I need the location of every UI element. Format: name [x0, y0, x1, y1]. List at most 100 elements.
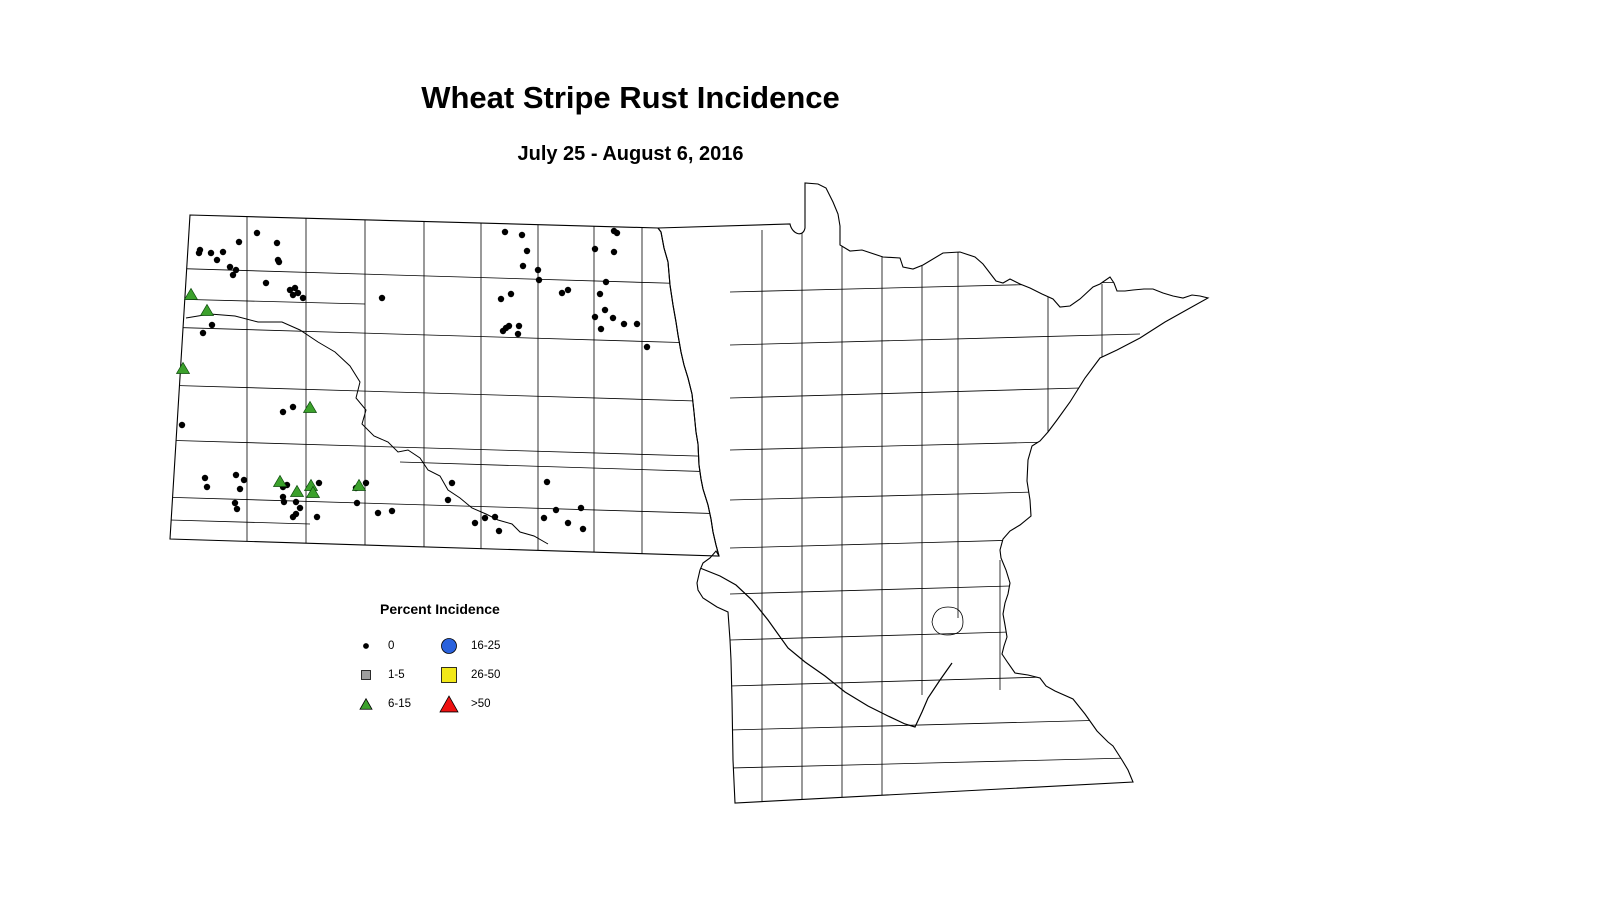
incidence-dot [235, 238, 243, 246]
incidence-dot [552, 506, 560, 514]
incidence-dot [495, 527, 503, 535]
incidence-dot [374, 509, 382, 517]
state-minnesota [656, 182, 1210, 804]
incidence-dot [201, 474, 209, 482]
square-legend-icon [441, 666, 457, 683]
incidence-dot [620, 320, 628, 328]
incidence-dot [518, 231, 526, 239]
incidence-dot [610, 248, 618, 256]
incidence-dot [280, 498, 288, 506]
legend-title: Percent Incidence [380, 601, 500, 617]
incidence-dot [291, 284, 299, 292]
incidence-dot [253, 229, 261, 237]
incidence-dot [579, 525, 587, 533]
incidence-dot [378, 294, 386, 302]
incidence-dot [507, 290, 515, 298]
incidence-dot [564, 519, 572, 527]
page-subtitle: July 25 - August 6, 2016 [517, 143, 744, 165]
incidence-triangle [183, 287, 199, 300]
incidence-dot [232, 471, 240, 479]
incidence-dot [523, 247, 531, 255]
incidence-dot [286, 286, 294, 294]
incidence-dot [289, 513, 297, 521]
incidence-dot [596, 290, 604, 298]
incidence-dot [232, 266, 240, 274]
incidence-dot [236, 485, 244, 493]
dot-legend-icon [363, 642, 369, 649]
incidence-dot [294, 289, 302, 297]
incidence-triangle [199, 303, 215, 316]
incidence-dot [226, 263, 234, 271]
incidence-dot [219, 248, 227, 256]
missouri-river [185, 313, 549, 545]
incidence-dot [633, 320, 641, 328]
incidence-dot [601, 306, 609, 314]
incidence-dot [279, 408, 287, 416]
legend: Percent Incidence 0 1-5 6-15 16-25 26-50 >50 [352, 599, 602, 718]
legend-item-label: 0 [388, 639, 395, 652]
incidence-dot [540, 514, 548, 522]
incidence-dot [273, 239, 281, 247]
incidence-dot [292, 498, 300, 506]
incidence-dot [240, 476, 248, 484]
triangle-legend-icon [439, 694, 459, 712]
incidence-dot [289, 403, 297, 411]
incidence-triangle [272, 474, 288, 487]
incidence-dot [471, 519, 479, 527]
legend-item-label: >50 [471, 697, 491, 710]
incidence-dot [519, 262, 527, 270]
incidence-dot [231, 499, 239, 507]
incidence-dot [208, 321, 216, 329]
incidence-dot [444, 496, 452, 504]
legend-item-label: 16-25 [471, 639, 501, 652]
incidence-dot [203, 483, 211, 491]
incidence-dot [481, 514, 489, 522]
legend-item-label: 26-50 [471, 668, 501, 681]
circle-legend-icon [441, 637, 457, 654]
incidence-triangle [305, 485, 321, 498]
incidence-dot [535, 276, 543, 284]
incidence-triangle [303, 478, 319, 491]
triangle-legend-icon [359, 697, 373, 710]
legend-item-label: 6-15 [388, 697, 412, 710]
legend-item-0: 0 [352, 631, 411, 660]
incidence-dot [491, 513, 499, 521]
incidence-dot [534, 266, 542, 274]
incidence-dot [499, 327, 507, 335]
state-north-dakota [169, 214, 720, 557]
incidence-dot [388, 507, 396, 515]
incidence-dot [501, 228, 509, 236]
incidence-dot [296, 504, 304, 512]
incidence-dot [299, 294, 307, 302]
incidence-dot [514, 330, 522, 338]
legend-item-1-5: 1-5 [352, 660, 411, 689]
incidence-triangle [289, 484, 305, 497]
incidence-dot [564, 286, 572, 294]
incidence-dot [643, 343, 651, 351]
incidence-dot [199, 329, 207, 337]
incidence-dot [362, 479, 370, 487]
incidence-dot [289, 291, 297, 299]
legend-item-label: 1-5 [388, 668, 405, 681]
page-title: Wheat Stripe Rust Incidence [421, 80, 840, 115]
legend-item-26-50: 26-50 [435, 660, 500, 689]
incidence-dot [591, 245, 599, 253]
incidence-dot [315, 479, 323, 487]
county-grid-north-dakota [170, 215, 719, 556]
square-legend-icon [361, 669, 371, 680]
county-grid-minnesota [699, 230, 1208, 803]
incidence-dot [207, 249, 215, 257]
incidence-dot [577, 504, 585, 512]
incidence-dot [609, 314, 617, 322]
incidence-markers [175, 227, 651, 535]
incidence-dot [448, 479, 456, 487]
incidence-triangle [351, 478, 367, 491]
minnesota-river [699, 567, 953, 728]
incidence-dot [262, 279, 270, 287]
incidence-dot [353, 499, 361, 507]
incidence-dot [602, 278, 610, 286]
incidence-dot [178, 421, 186, 429]
incidence-triangle [175, 361, 191, 374]
